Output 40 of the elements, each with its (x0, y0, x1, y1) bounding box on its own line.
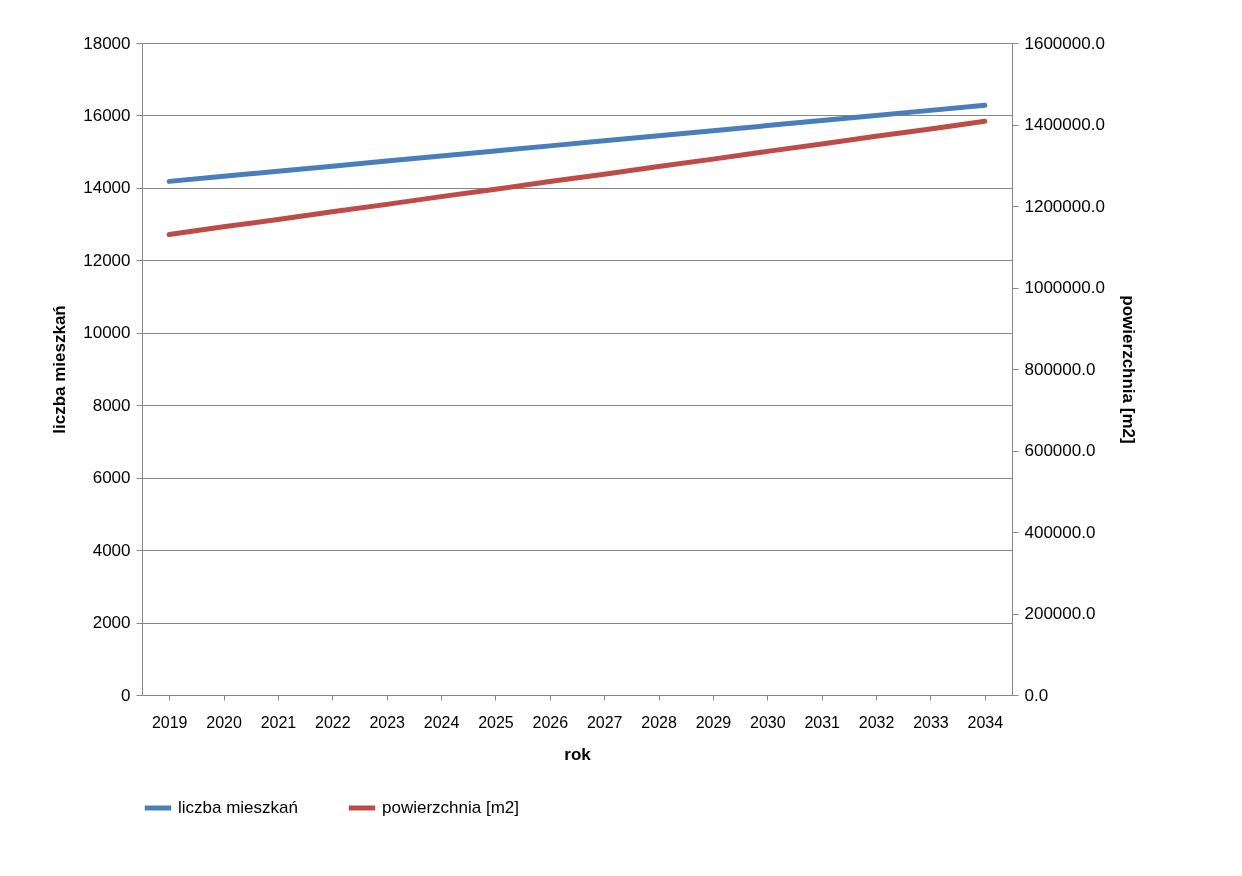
y-tick-label: 16000 (83, 105, 131, 125)
y-tick-label: 18000 (83, 33, 131, 53)
x-tick-label: 2022 (315, 713, 351, 731)
x-axis-title: rok (564, 744, 592, 764)
x-tick-label: 2029 (695, 713, 732, 731)
y-tick-label: 8000 (92, 395, 131, 415)
legend-label: liczba mieszkań (178, 798, 298, 817)
x-tick-label: 2026 (532, 713, 569, 731)
y2-tick-label: 400000.0 (1024, 522, 1096, 542)
x-tick-label: 2028 (641, 713, 677, 731)
y2-tick-label: 800000.0 (1024, 359, 1096, 379)
x-tick-label: 2023 (369, 713, 406, 731)
y-tick-label: 12000 (83, 250, 131, 270)
x-tick-label: 2019 (151, 713, 188, 731)
y2-tick-label: 1600000.0 (1024, 33, 1105, 53)
x-tick-label: 2021 (260, 713, 297, 731)
y2-tick-label: 200000.0 (1024, 604, 1096, 623)
y-tick-label: 0 (121, 685, 131, 705)
y2-tick-label: 1400000.0 (1024, 115, 1105, 134)
y-tick-label: 2000 (92, 613, 131, 633)
y-tick-label: 4000 (92, 540, 131, 560)
x-tick-label: 2030 (750, 713, 786, 731)
y2-tick-label: 600000.0 (1024, 441, 1096, 460)
y-axis-title: liczba mieszkań (50, 305, 70, 434)
y-tick-label: 6000 (92, 468, 131, 488)
y2-tick-label: 0.0 (1024, 685, 1049, 705)
x-tick-label: 2034 (967, 713, 1004, 731)
x-tick-label: 2024 (423, 713, 460, 731)
x-tick-label: 2032 (858, 713, 895, 731)
legend-label: powierzchnia [m2] (382, 798, 520, 817)
x-tick-label: 2031 (804, 713, 841, 731)
x-tick-label: 2025 (478, 713, 514, 731)
y2-tick-label: 1200000.0 (1024, 196, 1105, 216)
x-tick-label: 2020 (206, 713, 242, 731)
y2-tick-label: 1000000.0 (1024, 278, 1105, 297)
x-tick-label: 2033 (913, 713, 949, 731)
x-tick-label: 2027 (586, 713, 623, 731)
y-tick-label: 14000 (83, 178, 131, 198)
y-tick-label: 10000 (83, 323, 131, 343)
y2-axis-title: powierzchnia [m2] (1118, 295, 1138, 444)
